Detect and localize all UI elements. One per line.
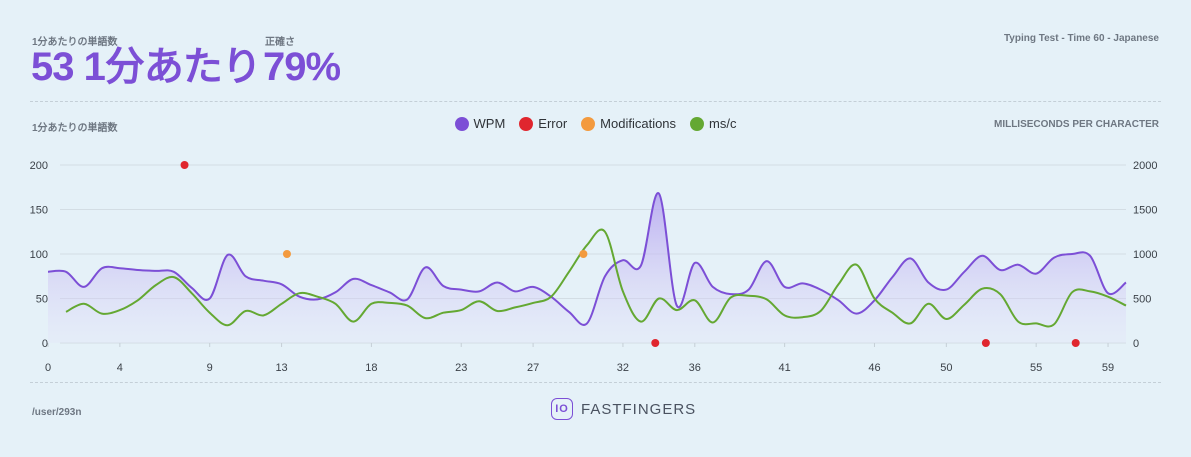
y2-tick-label: 1000: [1133, 249, 1157, 261]
x-tick-label: 59: [1102, 362, 1114, 374]
legend-item-modifications[interactable]: Modifications: [581, 116, 676, 131]
modification-point: [579, 250, 588, 258]
error-point: [180, 161, 189, 169]
footer-divider: [30, 382, 1161, 383]
y2-tick-label: 1500: [1133, 205, 1157, 217]
y-tick-label: 200: [30, 160, 48, 172]
legend-label-modifications: Modifications: [600, 116, 677, 131]
x-tick-label: 23: [455, 362, 467, 374]
accuracy-value: 79%: [263, 45, 341, 89]
y-tick-label: 50: [36, 294, 48, 306]
wpm-label: 1分あたりの単語数: [32, 37, 118, 48]
y-tick-label: 0: [42, 338, 48, 350]
typing-chart: 0 50 100 150 200 0 500 1000 1500 2000 0 4 9 13 18 23 2…: [30, 160, 1158, 374]
error-point: [651, 339, 660, 347]
chart-legend: WPM Error Modifications ms/c: [0, 116, 1191, 131]
x-tick-label: 36: [689, 362, 701, 374]
y-tick-label: 100: [30, 249, 48, 261]
wpm-line: [47, 192, 1127, 326]
brand: IO FASTFINGERS: [551, 398, 696, 420]
error-point: [981, 339, 990, 347]
legend-swatch-mspc: [690, 116, 705, 131]
x-tick-label: 27: [527, 362, 539, 374]
legend-swatch-modifications: [581, 116, 596, 131]
x-tick-label: 41: [779, 362, 791, 374]
legend-label-wpm: WPM: [473, 116, 506, 131]
fastfingers-logo-icon: IO: [551, 398, 573, 420]
x-tick-label: 0: [45, 362, 51, 374]
x-tick-label: 32: [617, 362, 629, 374]
modification-point: [282, 250, 291, 258]
wpm-area: [48, 193, 1126, 343]
legend-item-error[interactable]: Error: [519, 116, 567, 131]
user-link[interactable]: /user/293n: [32, 407, 82, 418]
x-tick-label: 4: [117, 362, 123, 374]
x-tick-label: 55: [1030, 362, 1042, 374]
y2-tick-label: 0: [1133, 338, 1139, 350]
error-point: [1071, 339, 1080, 347]
y-tick-label: 150: [30, 205, 48, 217]
y2-axis-title: MILLISECONDS PER CHARACTER: [993, 119, 1159, 130]
y2-tick-label: 2000: [1133, 160, 1157, 172]
wpm-value: 53 1分あたり: [31, 45, 262, 89]
accuracy-label: 正確さ: [265, 37, 295, 48]
x-tick-label: 50: [940, 362, 952, 374]
x-tick-label: 18: [365, 362, 377, 374]
mspc-line: [65, 228, 1127, 328]
legend-item-mspc[interactable]: ms/c: [690, 116, 737, 131]
header-divider: [30, 101, 1161, 102]
x-tick-label: 9: [207, 362, 213, 374]
y2-tick-label: 500: [1133, 294, 1151, 306]
test-info: Typing Test - Time 60 - Japanese: [1003, 33, 1159, 44]
brand-name: FASTFINGERS: [581, 400, 697, 418]
x-tick-label: 46: [868, 362, 880, 374]
y-axis-title: 1分あたりの単語数: [32, 123, 118, 134]
legend-swatch-error: [519, 116, 534, 131]
x-tick-label: 13: [275, 362, 287, 374]
legend-item-wpm[interactable]: WPM: [454, 116, 506, 131]
legend-label-error: Error: [538, 116, 568, 131]
legend-swatch-wpm: [454, 116, 469, 131]
legend-label-mspc: ms/c: [709, 116, 737, 131]
